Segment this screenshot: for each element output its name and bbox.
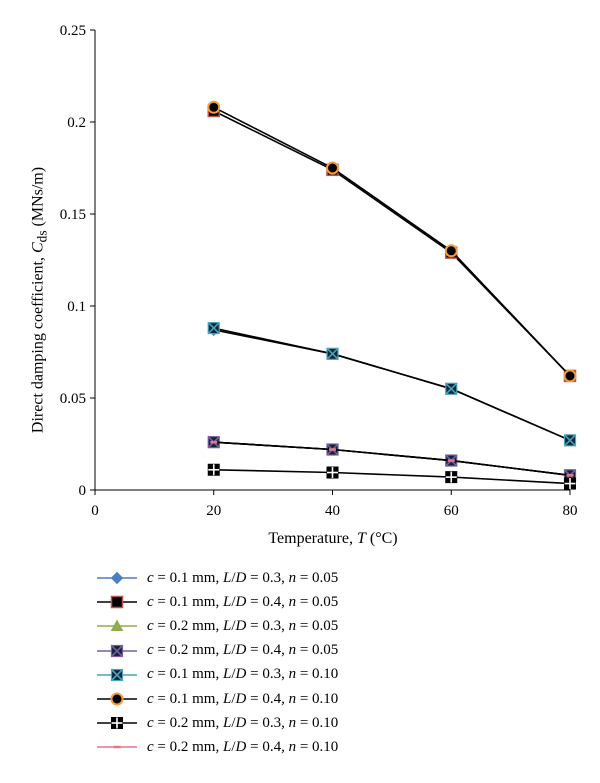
data-point xyxy=(445,382,458,395)
marker-circle xyxy=(110,692,124,706)
y-tick-label: 0.05 xyxy=(60,391,86,407)
legend-item: c = 0.2 mm, L/D = 0.4, n = 0.10 xyxy=(95,735,495,759)
x-tick-label: 80 xyxy=(563,503,578,519)
legend-label: c = 0.2 mm, L/D = 0.4, n = 0.05 xyxy=(147,642,339,659)
series-line xyxy=(213,441,571,477)
legend-item: c = 0.2 mm, L/D = 0.4, n = 0.05 xyxy=(95,639,495,663)
marker-x-stroke xyxy=(207,322,220,335)
marker-circle xyxy=(207,100,221,114)
data-point xyxy=(110,668,124,681)
legend-item: c = 0.1 mm, L/D = 0.4, n = 0.05 xyxy=(95,590,495,614)
legend-item: c = 0.2 mm, L/D = 0.3, n = 0.10 xyxy=(95,711,495,735)
legend-item: c = 0.2 mm, L/D = 0.3, n = 0.05 xyxy=(95,614,495,638)
legend-swatch xyxy=(97,619,137,632)
marker-circle xyxy=(326,161,339,175)
marker-diamond xyxy=(110,571,124,585)
data-point xyxy=(444,244,458,258)
data-point xyxy=(326,161,339,175)
legend-label: c = 0.1 mm, L/D = 0.3, n = 0.05 xyxy=(147,569,339,586)
marker-x-stroke xyxy=(563,434,577,447)
y-tick-label: 0.15 xyxy=(60,207,86,223)
series-line xyxy=(213,329,571,442)
series xyxy=(207,463,576,490)
marker-square xyxy=(110,596,124,609)
data-point xyxy=(326,347,339,360)
marker-x-stroke xyxy=(110,644,124,657)
legend-label: c = 0.2 mm, L/D = 0.4, n = 0.10 xyxy=(147,738,339,755)
data-point xyxy=(563,369,577,383)
legend-swatch xyxy=(97,644,137,657)
marker-x-stroke xyxy=(110,668,124,681)
data-point xyxy=(110,692,124,706)
y-tick-label: 0 xyxy=(79,483,87,499)
series-line xyxy=(213,327,571,442)
series xyxy=(207,323,577,447)
series xyxy=(207,100,577,383)
data-point xyxy=(110,619,124,632)
data-point xyxy=(110,596,124,609)
legend: c = 0.1 mm, L/D = 0.3, n = 0.05 c = 0.1 m… xyxy=(95,566,495,760)
legend-swatch xyxy=(97,746,137,749)
y-tick-label: 0.25 xyxy=(60,23,86,39)
y-tick-label: 0.1 xyxy=(67,299,86,315)
data-point xyxy=(326,466,339,479)
y-tick-label: 0.2 xyxy=(67,115,86,131)
x-axis-label: Temperature, T (°C) xyxy=(268,530,398,547)
x-tick-label: 0 xyxy=(91,503,99,519)
series-line xyxy=(213,106,571,377)
x-tick-label: 60 xyxy=(444,503,459,519)
legend-swatch xyxy=(97,596,137,609)
legend-label: c = 0.2 mm, L/D = 0.3, n = 0.10 xyxy=(147,714,339,731)
legend-label: c = 0.1 mm, L/D = 0.3, n = 0.10 xyxy=(147,666,339,683)
legend-item: c = 0.1 mm, L/D = 0.4, n = 0.10 xyxy=(95,687,495,711)
x-tick-label: 40 xyxy=(325,503,340,519)
marker-triangle xyxy=(110,619,124,632)
legend-swatch xyxy=(97,717,137,730)
marker-x-stroke xyxy=(445,382,458,395)
legend-swatch xyxy=(97,668,137,681)
legend-label: c = 0.1 mm, L/D = 0.4, n = 0.10 xyxy=(147,690,339,707)
marker-circle xyxy=(444,244,458,258)
legend-swatch xyxy=(97,692,137,706)
x-tick-label: 20 xyxy=(206,503,221,519)
series xyxy=(207,435,577,481)
data-point xyxy=(564,477,576,490)
series xyxy=(210,440,574,477)
data-point xyxy=(207,463,220,476)
legend-label: c = 0.2 mm, L/D = 0.3, n = 0.05 xyxy=(147,617,339,634)
legend-swatch xyxy=(97,571,137,585)
data-point xyxy=(110,571,124,585)
data-point xyxy=(111,717,123,730)
marker-circle xyxy=(563,369,577,383)
marker-x-stroke xyxy=(326,347,339,360)
series-line xyxy=(213,110,571,377)
data-point xyxy=(207,321,220,335)
legend-item: c = 0.1 mm, L/D = 0.3, n = 0.10 xyxy=(95,663,495,687)
series xyxy=(207,321,577,447)
legend-label: c = 0.1 mm, L/D = 0.4, n = 0.05 xyxy=(147,593,339,610)
data-point xyxy=(563,434,577,447)
data-point xyxy=(445,471,458,484)
data-point xyxy=(207,100,221,114)
data-point xyxy=(110,644,124,657)
y-axis-label: Direct damping coefficient, Cds (MNs/m) xyxy=(29,166,50,434)
legend-item: c = 0.1 mm, L/D = 0.3, n = 0.05 xyxy=(95,566,495,590)
series-line xyxy=(213,469,571,485)
